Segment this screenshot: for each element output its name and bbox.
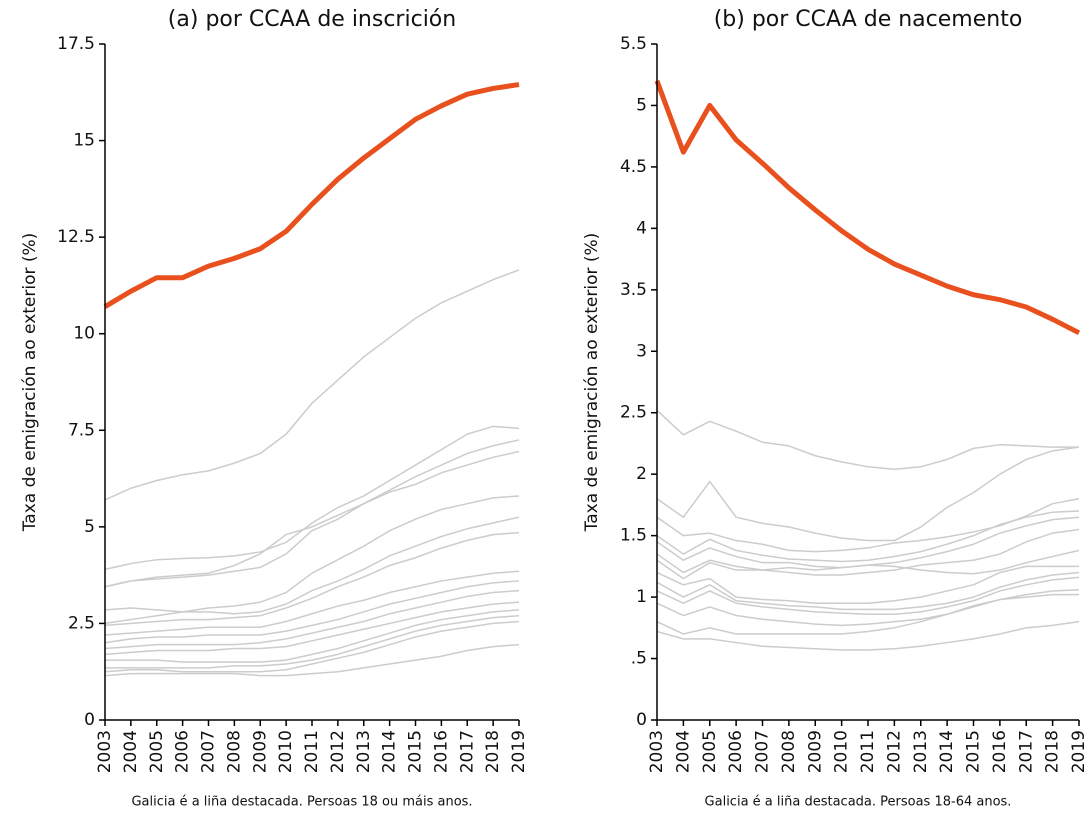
series-line	[104, 439, 520, 588]
series-line	[104, 495, 520, 625]
note: Galicia é a liña destacada. Persoas 18-6…	[705, 795, 1012, 810]
series-line	[656, 528, 1080, 580]
series-line	[656, 565, 1079, 604]
note: Galicia é a liña destacada. Persoas 18 o…	[131, 795, 472, 810]
series-line	[105, 614, 520, 669]
x-tick-label: 2004	[673, 730, 693, 773]
chart-title: (a) por CCAA de inscrición	[168, 7, 456, 32]
x-tick-label: 2003	[95, 730, 115, 773]
x-tick-label: 2017	[457, 730, 477, 773]
x-tick-label: 2012	[884, 730, 904, 773]
x-tick-label: 2017	[1016, 730, 1036, 773]
y-tick-label: 0	[636, 710, 647, 730]
x-tick-label: 2003	[647, 730, 667, 773]
x-tick-label: 2019	[1069, 730, 1089, 773]
x-tick-label: 2015	[406, 730, 426, 773]
y-tick-label: 2	[636, 464, 647, 484]
series-line	[656, 446, 1080, 542]
y-tick-label: 2.5	[68, 613, 95, 633]
x-tick-label: 2006	[173, 730, 193, 773]
x-tick-label: 2008	[224, 730, 244, 773]
series-line	[656, 620, 1080, 651]
x-tick-label: 2008	[779, 730, 799, 773]
y-axis-label: Taxa de emigración ao exterior (%)	[582, 233, 602, 533]
series-line	[104, 580, 520, 644]
chart-title: (b) por CCAA de nacemento	[714, 7, 1023, 32]
series-line	[104, 620, 520, 673]
x-tick-label: 2014	[937, 730, 957, 773]
x-tick-label: 2018	[483, 730, 503, 773]
series-line	[104, 531, 520, 627]
y-tick-label: 4	[636, 218, 647, 238]
series-line	[656, 576, 1080, 616]
y-tick-label: 3.5	[620, 280, 647, 300]
series-line	[104, 643, 520, 677]
y-tick-label: 5	[636, 95, 647, 115]
y-tick-label: 17.5	[57, 34, 95, 54]
x-tick-label: 2004	[121, 730, 141, 773]
series-line	[656, 549, 1080, 575]
series-line	[105, 609, 520, 663]
x-tick-label: 2014	[380, 730, 400, 773]
series-line	[656, 588, 1080, 627]
series-line	[104, 589, 520, 650]
y-tick-label: 1.5	[620, 526, 647, 546]
x-tick-label: 2015	[964, 730, 984, 773]
y-tick-label: 2.5	[620, 403, 647, 423]
y-tick-label: 10	[73, 324, 95, 344]
x-tick-label: 2013	[354, 730, 374, 773]
y-tick-label: 15	[73, 131, 95, 151]
x-tick-label: 2009	[805, 730, 825, 773]
y-tick-label: 5.5	[620, 34, 647, 54]
x-tick-label: 2010	[832, 730, 852, 773]
series-line	[104, 450, 520, 588]
y-tick-label: 1	[636, 587, 647, 607]
series-line	[104, 269, 520, 501]
y-tick-label: 0	[84, 710, 95, 730]
x-tick-label: 2006	[726, 730, 746, 773]
x-tick-label: 2016	[990, 730, 1010, 773]
y-tick-label: 4.5	[620, 157, 647, 177]
x-tick-label: 2005	[700, 730, 720, 773]
y-tick-label: .5	[631, 649, 647, 669]
x-tick-label: 2011	[858, 730, 878, 773]
y-tick-label: 12.5	[57, 227, 95, 247]
series-line	[104, 601, 520, 656]
series-line	[656, 593, 1079, 635]
x-tick-label: 2007	[753, 730, 773, 773]
series-line	[656, 510, 1080, 563]
x-tick-label: 2007	[199, 730, 219, 773]
x-tick-label: 2016	[431, 730, 451, 773]
x-tick-label: 2011	[302, 730, 322, 773]
series-line	[104, 570, 520, 636]
x-tick-label: 2013	[911, 730, 931, 773]
series-line	[103, 82, 520, 309]
series-line	[104, 516, 520, 615]
series-line	[654, 80, 1081, 336]
series-line	[656, 409, 1079, 471]
series-line	[656, 571, 1080, 611]
series-line	[104, 425, 520, 571]
y-tick-label: 5	[84, 517, 95, 537]
x-tick-label: 2018	[1043, 730, 1063, 773]
x-tick-label: 2010	[276, 730, 296, 773]
y-tick-label: 3	[636, 341, 647, 361]
x-tick-label: 2012	[328, 730, 348, 773]
x-tick-label: 2009	[250, 730, 270, 773]
y-tick-label: 7.5	[68, 420, 95, 440]
x-tick-label: 2019	[509, 730, 529, 773]
x-tick-label: 2005	[147, 730, 167, 773]
y-axis-label: Taxa de emigración ao exterior (%)	[20, 233, 40, 533]
